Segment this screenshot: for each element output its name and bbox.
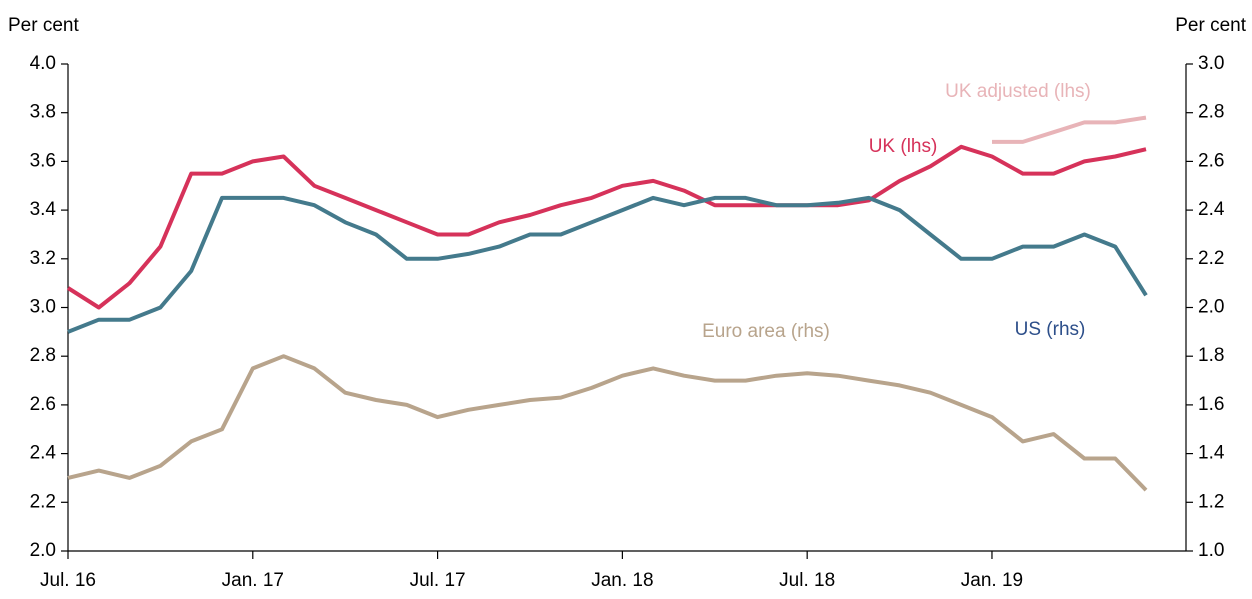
y2-tick-label: 1.4 [1198, 443, 1225, 464]
y-tick-label: 3.6 [30, 150, 56, 171]
series-line [67, 354, 1148, 492]
x-tick-label: Jul. 16 [40, 570, 96, 591]
y-axis-label: Per cent [8, 15, 79, 36]
y-tick-label: 2.4 [30, 443, 57, 464]
y2-tick-label: 2.2 [1198, 248, 1224, 269]
series-line [992, 115, 1147, 144]
y2-tick-label: 2.8 [1198, 102, 1224, 123]
y-tick-label: 2.2 [30, 491, 56, 512]
x-tick-label: Jan. 17 [222, 570, 284, 591]
y2-tick-label: 1.2 [1198, 491, 1224, 512]
y-tick-label: 2.6 [30, 394, 56, 415]
y2-tick-label: 2.6 [1198, 150, 1224, 171]
y2-tick-label: 1.8 [1198, 345, 1224, 366]
series-label: Euro area (rhs) [702, 321, 830, 342]
y-tick-label: 3.8 [30, 102, 56, 123]
series-label: UK adjusted (lhs) [945, 81, 1091, 102]
series-label: US (rhs) [1015, 319, 1086, 340]
y2-axis-label: Per cent [1175, 15, 1246, 36]
y-tick-label: 4.0 [30, 53, 56, 74]
y2-tick-label: 2.0 [1198, 297, 1224, 318]
x-tick-label: Jan. 18 [591, 570, 653, 591]
y-tick-label: 2.0 [30, 540, 56, 561]
y2-tick-label: 2.4 [1198, 199, 1225, 220]
series-label: UK (lhs) [869, 136, 938, 157]
x-tick-label: Jul. 18 [779, 570, 835, 591]
y-tick-label: 3.4 [30, 199, 57, 220]
series-line [66, 144, 1147, 310]
series-line [67, 195, 1148, 334]
y2-tick-label: 3.0 [1198, 53, 1224, 74]
y-tick-label: 2.8 [30, 345, 56, 366]
x-tick-label: Jan. 19 [961, 570, 1023, 591]
y2-tick-label: 1.0 [1198, 540, 1224, 561]
y2-tick-label: 1.6 [1198, 394, 1224, 415]
x-tick-label: Jul. 17 [410, 570, 466, 591]
y-tick-label: 3.2 [30, 248, 56, 269]
y-tick-label: 3.0 [30, 297, 56, 318]
